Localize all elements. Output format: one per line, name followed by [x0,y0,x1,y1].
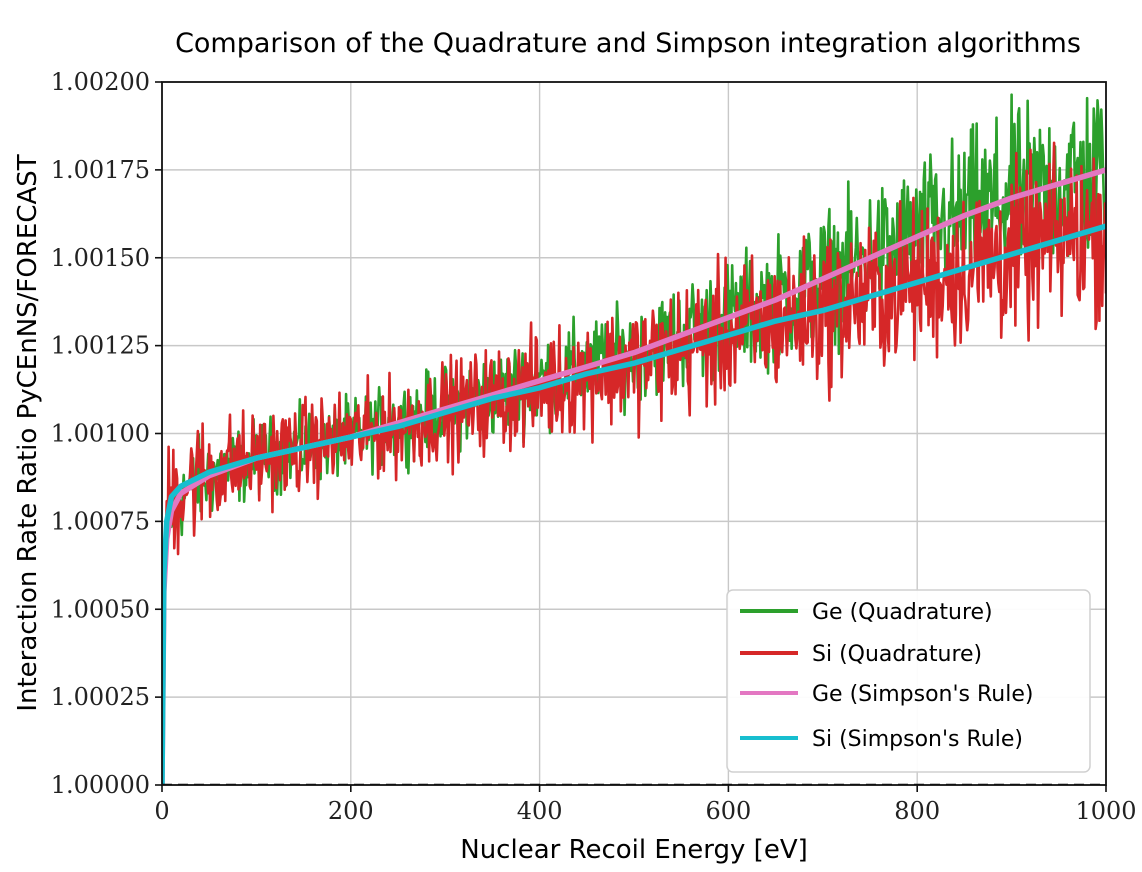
legend-label-ge-simpson-s-rule: Ge (Simpson's Rule) [812,682,1033,707]
chart-title: Comparison of the Quadrature and Simpson… [175,28,1081,59]
y-tick-label: 1.00075 [51,507,150,535]
series-layer [162,93,1106,785]
y-tick-label: 1.00025 [51,683,150,711]
x-tick-label: 200 [328,797,374,825]
legend: Ge (Quadrature) Si (Quadrature) Ge (Simpso… [726,589,1091,773]
y-tick-label: 1.00200 [51,68,150,96]
y-tick-label: 1.00100 [51,420,150,448]
y-axis-label: Interaction Rate Ratio PyCEnNS/FORECAST [13,154,43,711]
series-line-si-simpson-s-rule [162,223,1106,785]
x-tick-label: 600 [705,797,751,825]
x-axis-label: Nuclear Recoil Energy [eV] [460,835,808,865]
legend-label-si-quadrature: Si (Quadrature) [812,642,982,667]
x-tick-label: 800 [894,797,940,825]
y-tick-label: 1.00000 [51,771,150,799]
x-tick-label: 0 [154,797,169,825]
tick-labels: 0 200 400 600 800 1000 1.00000 1.00025 1.00050 1.… [51,68,1137,825]
y-tick-label: 1.00050 [51,595,150,623]
y-tick-label: 1.00150 [51,244,150,272]
x-tick-label: 1000 [1075,797,1136,825]
legend-label-ge-quadrature: Ge (Quadrature) [812,600,993,625]
legend-label-si-simpson-s-rule: Si (Simpson's Rule) [812,727,1023,752]
series-line-si-quadrature [162,141,1106,785]
legend-box [726,589,1091,773]
series-line-ge-simpson-s-rule [162,167,1106,785]
x-tick-label: 400 [517,797,563,825]
y-tick-label: 1.00125 [51,332,150,360]
y-tick-label: 1.00175 [51,156,150,184]
